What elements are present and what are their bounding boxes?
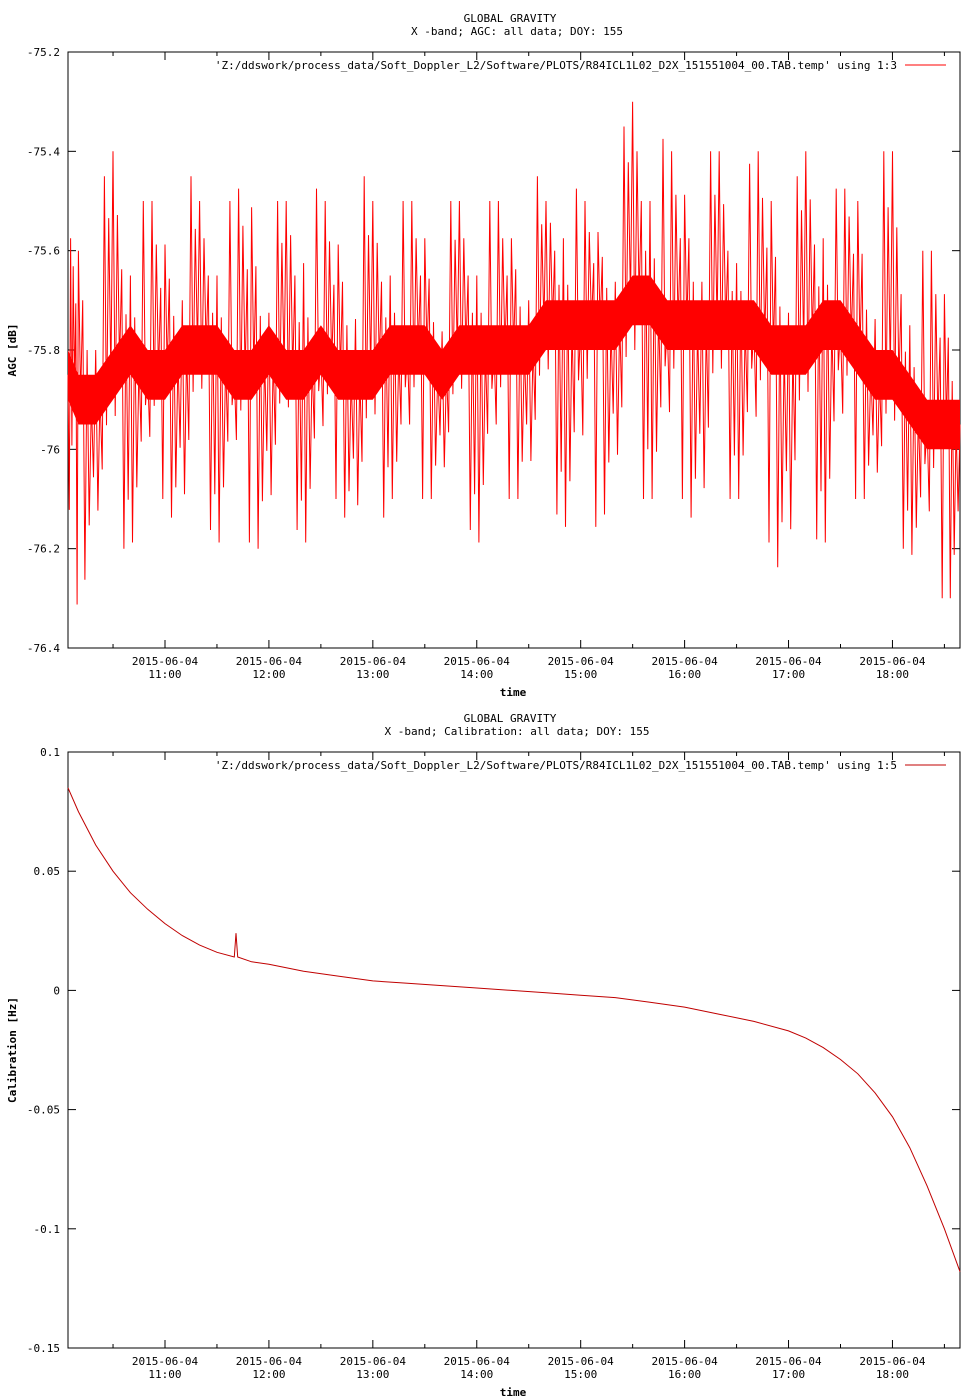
y-tick-label: -0.15 xyxy=(27,1342,60,1355)
chart-subtitle: X -band; Calibration: all data; DOY: 155 xyxy=(385,725,650,738)
plot-area xyxy=(67,101,961,605)
series-line xyxy=(67,787,961,1272)
x-tick-label: 2015-06-04 xyxy=(755,655,822,668)
series-line xyxy=(67,101,961,605)
x-tick-label: 2015-06-04 xyxy=(236,1355,303,1368)
y-tick-label: -76.2 xyxy=(27,543,60,556)
x-tick-label: 11:00 xyxy=(148,1368,181,1381)
x-tick-label: 2015-06-04 xyxy=(444,655,511,668)
x-tick-label: 16:00 xyxy=(668,668,701,681)
x-tick-label: 18:00 xyxy=(876,668,909,681)
x-axis: 2015-06-0411:002015-06-0412:002015-06-04… xyxy=(112,752,945,1381)
x-tick-label: 2015-06-04 xyxy=(859,655,926,668)
x-tick-label: 15:00 xyxy=(564,668,597,681)
x-tick-label: 15:00 xyxy=(564,1368,597,1381)
y-tick-label: -75.4 xyxy=(27,145,60,158)
y-tick-label: -75.6 xyxy=(27,245,60,258)
legend-label: 'Z:/ddswork/process_data/Soft_Doppler_L2… xyxy=(215,59,897,72)
y-tick-label: -76 xyxy=(40,443,60,456)
y-axis: -75.2 -75.4 -75.6 -75.8 -76 -76.2 -76.4 xyxy=(27,46,960,655)
y-axis-label: AGC [dB] xyxy=(6,324,19,377)
x-tick-label: 18:00 xyxy=(876,1368,909,1381)
x-tick-label: 2015-06-04 xyxy=(132,655,199,668)
y-tick-label: -75.8 xyxy=(27,344,60,357)
x-tick-label: 2015-06-04 xyxy=(236,655,303,668)
chart-calibration: GLOBAL GRAVITY X -band; Calibration: all… xyxy=(6,712,961,1399)
chart-title: GLOBAL GRAVITY xyxy=(464,12,557,25)
plot-area xyxy=(67,787,961,1272)
x-tick-label: 14:00 xyxy=(460,668,493,681)
x-tick-label: 2015-06-04 xyxy=(444,1355,511,1368)
x-tick-label: 2015-06-04 xyxy=(132,1355,199,1368)
x-tick-label: 2015-06-04 xyxy=(859,1355,926,1368)
y-tick-label: -0.05 xyxy=(27,1104,60,1117)
y-tick-label: -76.4 xyxy=(27,642,60,655)
y-tick-label: 0.05 xyxy=(34,865,61,878)
legend-label: 'Z:/ddswork/process_data/Soft_Doppler_L2… xyxy=(215,759,897,772)
y-tick-label: 0 xyxy=(53,984,60,997)
chart-agc: GLOBAL GRAVITY X -band; AGC: all data; D… xyxy=(6,12,961,699)
x-tick-label: 2015-06-04 xyxy=(548,655,615,668)
y-axis-label: Calibration [Hz] xyxy=(6,997,19,1103)
x-tick-label: 2015-06-04 xyxy=(755,1355,822,1368)
y-axis: 0.1 0.05 0 -0.05 -0.1 -0.15 xyxy=(27,746,960,1355)
x-tick-label: 12:00 xyxy=(252,668,285,681)
x-tick-label: 2015-06-04 xyxy=(548,1355,615,1368)
x-axis-label: time xyxy=(500,1386,527,1399)
x-tick-label: 16:00 xyxy=(668,1368,701,1381)
x-tick-label: 12:00 xyxy=(252,1368,285,1381)
x-tick-label: 2015-06-04 xyxy=(651,1355,718,1368)
x-tick-label: 2015-06-04 xyxy=(340,1355,407,1368)
chart-subtitle: X -band; AGC: all data; DOY: 155 xyxy=(411,25,623,38)
x-tick-label: 17:00 xyxy=(772,1368,805,1381)
x-axis: 2015-06-0411:002015-06-0412:002015-06-04… xyxy=(112,52,945,681)
series-core-band xyxy=(68,275,960,450)
chart-title: GLOBAL GRAVITY xyxy=(464,712,557,725)
x-tick-label: 13:00 xyxy=(356,668,389,681)
x-tick-label: 2015-06-04 xyxy=(340,655,407,668)
x-tick-label: 11:00 xyxy=(148,668,181,681)
y-tick-label: 0.1 xyxy=(40,746,60,759)
x-tick-label: 2015-06-04 xyxy=(651,655,718,668)
x-tick-label: 13:00 xyxy=(356,1368,389,1381)
y-tick-label: -0.1 xyxy=(34,1223,61,1236)
y-tick-label: -75.2 xyxy=(27,46,60,59)
plot-frame xyxy=(67,751,961,1349)
x-tick-label: 17:00 xyxy=(772,668,805,681)
x-axis-label: time xyxy=(500,686,527,699)
x-tick-label: 14:00 xyxy=(460,1368,493,1381)
